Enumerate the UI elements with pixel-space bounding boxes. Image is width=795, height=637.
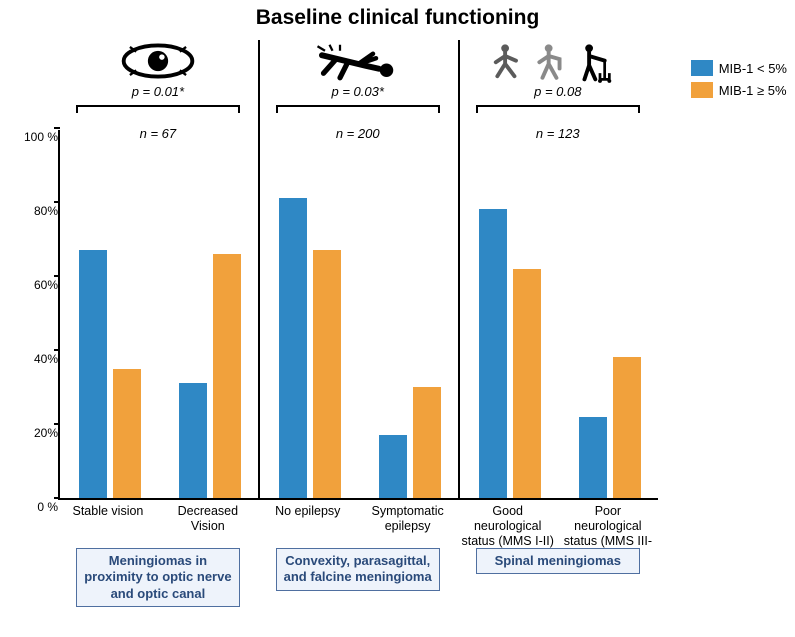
x-category-label: Decreased Vision — [160, 504, 256, 534]
p-bracket — [476, 98, 640, 112]
panel-divider — [258, 40, 260, 500]
y-tick-mark — [54, 201, 60, 203]
bar-series1 — [279, 198, 307, 498]
bar-series2 — [413, 387, 441, 498]
panel-divider — [458, 40, 460, 500]
p-bracket — [276, 98, 440, 112]
x-category-label: No epilepsy — [260, 504, 356, 519]
y-tick-label: 80% — [18, 204, 58, 218]
n-value: n = 123 — [458, 126, 658, 141]
y-tick-mark — [54, 497, 60, 499]
legend-row: MIB-1 ≥ 5% — [691, 82, 787, 98]
bar-series2 — [213, 254, 241, 498]
legend-swatch-2 — [691, 82, 713, 98]
y-tick-mark — [54, 423, 60, 425]
chart-title: Baseline clinical functioning — [0, 0, 795, 30]
n-value: n = 67 — [58, 126, 258, 141]
eye-icon — [58, 42, 258, 85]
legend: MIB-1 < 5% MIB-1 ≥ 5% — [691, 60, 787, 104]
y-axis: 0 %20%40%60%80%100 % — [18, 40, 58, 500]
legend-row: MIB-1 < 5% — [691, 60, 787, 76]
p-bracket — [76, 98, 240, 112]
legend-label-2: MIB-1 ≥ 5% — [719, 83, 787, 98]
bar-series1 — [179, 383, 207, 498]
bar-series2 — [613, 357, 641, 498]
y-tick-label: 60% — [18, 278, 58, 292]
y-tick-mark — [54, 349, 60, 351]
panel-caption: Meningiomas in proximity to optic nerve … — [76, 548, 240, 607]
legend-label-1: MIB-1 < 5% — [719, 61, 787, 76]
p-value: p = 0.03* — [258, 84, 458, 99]
x-category-label: Stable vision — [60, 504, 156, 519]
bar-series1 — [579, 417, 607, 498]
x-category-label: Good neurological status (MMS I-II) — [460, 504, 556, 549]
panel-caption: Convexity, parasagittal, and falcine men… — [276, 548, 440, 591]
plot-region — [58, 130, 658, 500]
chart-area: p = 0.01* n = 67 p = 0.03* n = 200 p = 0.08 n… — [58, 40, 658, 500]
legend-swatch-1 — [691, 60, 713, 76]
panel-caption: Spinal meningiomas — [476, 548, 640, 574]
bar-series1 — [479, 209, 507, 498]
bar-series2 — [513, 269, 541, 498]
y-tick-mark — [54, 275, 60, 277]
bar-series2 — [313, 250, 341, 498]
y-tick-label: 100 % — [18, 130, 58, 144]
p-value: p = 0.01* — [58, 84, 258, 99]
bar-series2 — [113, 369, 141, 499]
p-value: p = 0.08 — [458, 84, 658, 99]
fall-icon — [258, 42, 458, 87]
mobility-icon — [458, 42, 658, 89]
n-value: n = 200 — [258, 126, 458, 141]
y-tick-label: 0 % — [18, 500, 58, 514]
y-tick-label: 40% — [18, 352, 58, 366]
bar-series1 — [379, 435, 407, 498]
y-tick-label: 20% — [18, 426, 58, 440]
bar-series1 — [79, 250, 107, 498]
x-category-label: Symptomatic epilepsy — [360, 504, 456, 534]
